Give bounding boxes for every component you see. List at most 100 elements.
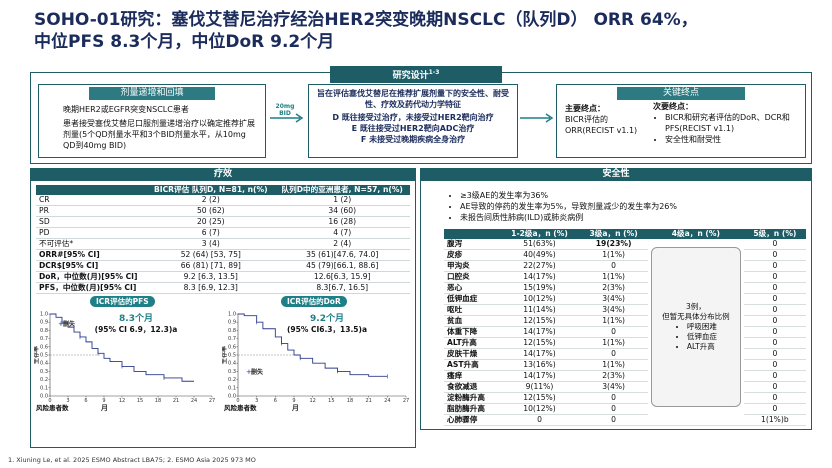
table-row: DoR，中位数(月)[95% CI] 9.2 [6.3, 13.5] 12.6[6.… [36, 271, 410, 283]
x-tick-label: 0 [48, 398, 51, 404]
y-axis-label: 生存率 [34, 346, 40, 364]
table-cell: DoR，中位数(月)[95% CI] [36, 271, 148, 283]
km-median: 8.3个月 [119, 312, 153, 324]
table-cell: 3(4%) [579, 304, 648, 316]
y-tick-label: 0.4 [228, 361, 236, 367]
table-cell: PFS，中位数(月)[95% CI] [36, 282, 148, 294]
primary-text: BICR评估的ORR(RECIST v1.1) [565, 115, 638, 135]
column-header: BICR评估 队列D, N=81, n(%) [147, 185, 275, 195]
table-cell: ALT升高 [444, 337, 500, 349]
table-cell: SD [36, 216, 148, 228]
table-cell: AST升高 [444, 359, 500, 371]
header-row: 1-2级a，n (%) 3级a，n (%) 4级a，n (%) 5级，n (%) [444, 229, 806, 239]
x-tick-label: 12 [119, 398, 125, 404]
table-cell: 淀粉酶升高 [444, 392, 500, 404]
table-cell: 14(17%) [499, 370, 580, 382]
table-row: PD 6 (7) 4 (7) [36, 227, 410, 239]
x-tick-label: 3 [255, 398, 258, 404]
table-cell: 0 [579, 392, 648, 404]
arrow-text: BID [279, 110, 291, 117]
table-cell: 2 (2) [147, 195, 275, 206]
km-curve [50, 313, 194, 382]
table-cell: 贫血 [444, 315, 500, 327]
table-cell: 恶心 [444, 282, 500, 294]
km-panel: ICR评估的PFS 0.0 0.1 0.2 0.3 0.4 0.5 0.6 0.7 0.8 0.9 1… [34, 296, 218, 422]
primary-label: 主要终点： [565, 104, 605, 113]
table-cell: 不可评估* [36, 238, 148, 250]
table-cell: 0 [743, 315, 806, 327]
x-tick-label: 0 [236, 398, 239, 404]
header-sup: 1-3 [428, 69, 440, 76]
table-cell: 脂肪酶升高 [444, 403, 500, 415]
arrow [270, 113, 304, 123]
y-tick-label: 0.6 [40, 344, 48, 350]
table-cell: 0 [579, 403, 648, 415]
efficacy-table: BICR评估 队列D, N=81, n(%) 队列D中的亚洲患者, N=57, n… [36, 185, 410, 294]
table-cell: 食欲减退 [444, 381, 500, 393]
x-tick-label: 6 [274, 398, 277, 404]
x-tick-label: 12 [309, 398, 315, 404]
grade4-cell: 3例，但暂无具体分布比例呼吸困难低钾血症ALT升高 [648, 239, 744, 415]
table-cell: 0 [579, 414, 648, 426]
table-cell: 8.3 [6.9, 12.3] [147, 282, 275, 294]
column-header: 1-2级a，n (%) [499, 229, 580, 239]
table-row: CR 2 (2) 1 (2) [36, 195, 410, 206]
secondary-item: 安全性和耐受性 [665, 134, 803, 145]
header-row: BICR评估 队列D, N=81, n(%) 队列D中的亚洲患者, N=57, n… [36, 185, 410, 195]
table-row: 腹泻51(63%)19(23%)3例，但暂无具体分布比例呼吸困难低钾血症ALT升… [444, 239, 806, 407]
cohort: D 既往接受过治疗，未接受过HER2靶向治疗 [332, 113, 494, 122]
note-item: ALT升高 [687, 342, 717, 352]
table-cell: 2 (4) [274, 238, 410, 250]
table-cell: 22(27%) [499, 260, 580, 272]
table-cell: 0 [743, 403, 806, 415]
y-tick-label: 0.4 [40, 361, 48, 367]
table-row: 低钾血症 10(12%) 3(4%) 0 [444, 293, 806, 305]
table-row: 贫血 12(15%) 1(1%) 0 [444, 315, 806, 327]
table-cell: 11(14%) [499, 304, 580, 316]
arrow-path [270, 113, 304, 123]
table-cell: PR [36, 205, 148, 217]
table-cell: 0 [743, 282, 806, 294]
km-ci: (95% CI 6.9，12.3)a [95, 325, 178, 334]
column-header: 4级a，n (%) [647, 229, 744, 239]
table-cell: 20 (25) [147, 216, 275, 228]
x-tick-label: 3 [66, 398, 69, 404]
table-cell: 0 [743, 304, 806, 316]
arrow-path [520, 113, 554, 123]
km-curve [238, 313, 388, 377]
x-tick-label: 24 [191, 398, 197, 404]
arrow-text: 20mg [275, 103, 295, 110]
note-list: 呼吸困难低钾血症ALT升高 [675, 322, 717, 352]
table-cell: 1(1%) [579, 315, 648, 327]
x-tick-label: 27 [209, 398, 215, 404]
y-tick-label: 0.1 [228, 385, 236, 391]
table-cell: 0 [743, 348, 806, 360]
censor-label: 删失 [251, 368, 264, 376]
y-tick-label: 0.2 [40, 377, 48, 383]
x-tick-label: 15 [137, 398, 143, 404]
secondary-item: BICR和研究者评估的DoR、DCR和PFS(RECIST v1.1) [665, 112, 803, 134]
table-cell: 1(1%) [579, 271, 648, 283]
table-cell: 3(4%) [579, 293, 648, 305]
km-label: ICR评估的DoR [281, 296, 347, 307]
x-tick-label: 18 [347, 398, 353, 404]
table-cell: 40(49%) [499, 249, 580, 261]
table-cell: PD [36, 227, 148, 239]
table-row: PFS，中位数(月)[95% CI] 8.3 [6.9, 12.3] 8.3[6.7… [36, 282, 410, 294]
design-header: 研究设计1-3 [330, 66, 502, 83]
left-box: 剂量递增和回填 晚期HER2或EGFR突变NSCLC患者 患者接受塞伐艾替尼口服… [38, 84, 266, 158]
efficacy-header: 疗效 [30, 168, 416, 181]
censor-symbol: + [246, 368, 252, 376]
table-cell: 0 [743, 370, 806, 382]
x-tick-label: 27 [403, 398, 409, 404]
table-row: 皮疹 40(49%) 1(1%) 0 [444, 249, 806, 261]
table-cell: CR [36, 195, 148, 206]
table-cell: 3(4%) [579, 381, 648, 393]
table-row: ORR#[95% CI] 52 (64) [53, 75] 35 (61)[47.6… [36, 249, 410, 261]
table-cell: 甲沟炎 [444, 260, 500, 272]
table-cell: 45 (79)[66.1, 88.6] [274, 260, 410, 272]
safety-header: 安全性 [420, 168, 812, 181]
note-item: 低钾血症 [687, 332, 717, 342]
table-cell: 66 (81) [71, 89] [147, 260, 275, 272]
x-tick-label: 9 [292, 398, 295, 404]
